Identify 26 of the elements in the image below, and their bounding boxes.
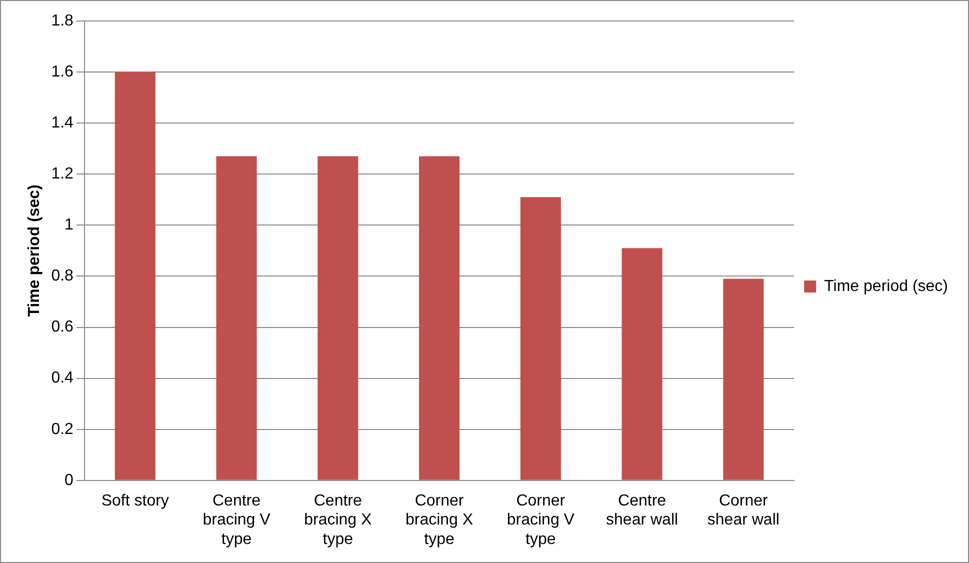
bar	[318, 156, 358, 480]
bar	[114, 72, 156, 480]
x-tick-label: Soft story	[101, 492, 169, 510]
y-tick-label: 0.6	[51, 318, 74, 336]
y-tick-label: 0.2	[51, 420, 74, 438]
y-tick-label: 0.8	[51, 268, 74, 285]
bar	[419, 156, 460, 480]
y-tick-label: 0	[64, 472, 74, 489]
y-tick-label: 0.4	[51, 370, 74, 387]
legend-label: Time period (sec)	[824, 278, 948, 295]
bar	[622, 248, 662, 480]
x-tick-label: Corner shear wall	[707, 492, 780, 529]
x-tick-label: Centre bracing V type	[202, 492, 271, 548]
y-tick-label: 1.8	[51, 12, 74, 30]
bar	[520, 197, 561, 480]
y-tick-label: 1	[64, 216, 74, 234]
bar	[723, 278, 764, 480]
x-tick-label: Centre bracing X type	[304, 492, 372, 548]
bar	[216, 156, 257, 480]
y-axis-title: Time period (sec)	[26, 184, 44, 317]
y-tick-label: 1.2	[51, 166, 74, 183]
x-tick-label: Centre shear wall	[606, 492, 678, 529]
y-tick-label: 1.4	[51, 114, 74, 132]
y-tick-label: 1.6	[51, 63, 74, 80]
x-tick-label: Corner bracing X type	[405, 492, 474, 548]
x-tick-label: Corner bracing V type	[506, 492, 575, 548]
